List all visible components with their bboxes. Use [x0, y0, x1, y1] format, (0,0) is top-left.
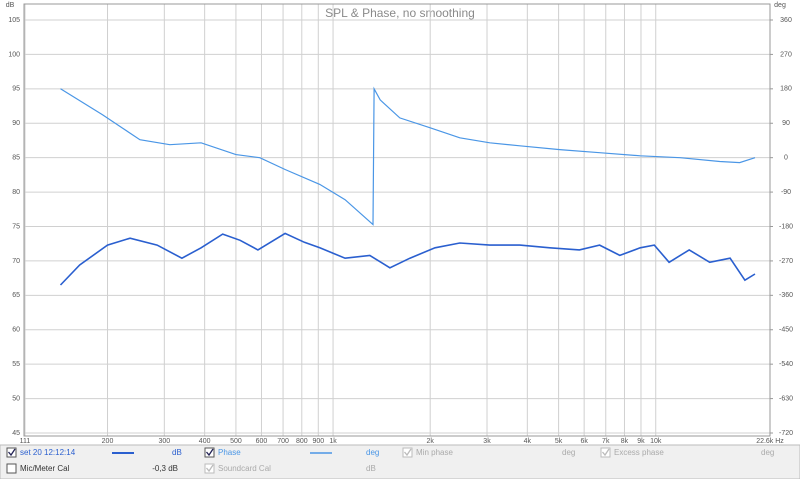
legend-label: Excess phase: [614, 448, 664, 457]
check: [206, 464, 214, 473]
cal-value: -0,3 dB: [152, 464, 178, 473]
legend-unit: deg: [761, 448, 774, 457]
y-tick-label: 60: [12, 327, 20, 334]
chart-title: SPL & Phase, no smoothing: [325, 6, 475, 20]
x-tick-label: 3k: [483, 438, 491, 445]
checkbox[interactable]: [6, 463, 17, 474]
cal-label: Mic/Meter Cal: [20, 464, 70, 473]
legend-label: Min phase: [416, 448, 453, 457]
y2-tick-label: 90: [782, 120, 790, 127]
check: [602, 448, 610, 457]
y-tick-label: 75: [12, 223, 20, 230]
y2-tick-label: 270: [780, 51, 792, 58]
legend-panel: set 20 12:12:14 dB Phase deg Min phase d…: [0, 444, 800, 479]
x-tick-label: 300: [158, 438, 170, 445]
x-tick-label: 8k: [621, 438, 629, 445]
x-tick-label: 700: [277, 438, 289, 445]
y-tick-label: 100: [8, 51, 20, 58]
y2-tick-label: -450: [779, 327, 793, 334]
legend-label: Phase: [218, 448, 241, 457]
legend-label: set 20 12:12:14: [20, 448, 76, 457]
y2-tick-label: 180: [780, 86, 792, 93]
series-line: [60, 86, 756, 226]
legend-unit: deg: [366, 448, 379, 457]
x-tick-label: 111: [20, 438, 31, 445]
checkbox[interactable]: [402, 447, 413, 458]
y-tick-label: 85: [12, 155, 20, 162]
y-tick-label: 45: [12, 430, 20, 437]
x-tick-label: 900: [312, 438, 324, 445]
legend-unit: deg: [562, 448, 575, 457]
x-tick-label: 2k: [426, 438, 434, 445]
soundcard-label: Soundcard Cal: [218, 464, 271, 473]
x-tick-label: 600: [256, 438, 268, 445]
y2-tick-label: -720: [779, 430, 793, 437]
series-line: [59, 232, 756, 286]
x-tick-label: 4k: [524, 438, 532, 445]
checkbox[interactable]: [6, 447, 17, 458]
checkbox[interactable]: [204, 463, 215, 474]
x-tick-label: 10k: [650, 438, 662, 445]
x-tick-label: 22.6k Hz: [756, 438, 784, 445]
x-tick-label: 7k: [602, 438, 610, 445]
x-tick-label: 800: [296, 438, 308, 445]
y2-tick-label: -180: [779, 223, 793, 230]
x-tick-label: 6k: [580, 438, 588, 445]
y2-tick-label: -630: [779, 395, 793, 402]
y-axis-label: dB: [6, 2, 15, 9]
y-tick-label: 95: [12, 86, 20, 93]
check: [8, 448, 16, 457]
checkbox[interactable]: [204, 447, 215, 458]
x-tick-label: 5k: [555, 438, 563, 445]
x-tick-label: 500: [230, 438, 242, 445]
y2-tick-label: 0: [784, 155, 788, 162]
panel-background: [0, 444, 800, 479]
y-tick-label: 90: [12, 120, 20, 127]
soundcard-unit: dB: [366, 464, 376, 473]
check: [206, 448, 214, 457]
y2-tick-label: -90: [781, 189, 791, 196]
x-tick-label: 400: [199, 438, 211, 445]
y2-tick-label: 360: [780, 17, 792, 24]
checkbox[interactable]: [600, 447, 611, 458]
y2-axis-label: deg: [774, 2, 786, 9]
y2-tick-label: -540: [779, 361, 793, 368]
x-tick-label: 200: [102, 438, 114, 445]
legend-unit: dB: [172, 448, 182, 457]
y-tick-label: 65: [12, 292, 20, 299]
check: [404, 448, 412, 457]
y-tick-label: 70: [12, 258, 20, 265]
x-tick-label: 9k: [637, 438, 645, 445]
y-tick-label: 55: [12, 361, 20, 368]
plot-frame: [23, 3, 771, 437]
y-tick-label: 50: [12, 395, 20, 402]
background: [0, 0, 800, 445]
x-tick-label: 1k: [329, 438, 337, 445]
y-tick-label: 105: [8, 17, 20, 24]
y-tick-label: 80: [12, 189, 20, 196]
y2-tick-label: -270: [779, 258, 793, 265]
y2-tick-label: -360: [779, 292, 793, 299]
